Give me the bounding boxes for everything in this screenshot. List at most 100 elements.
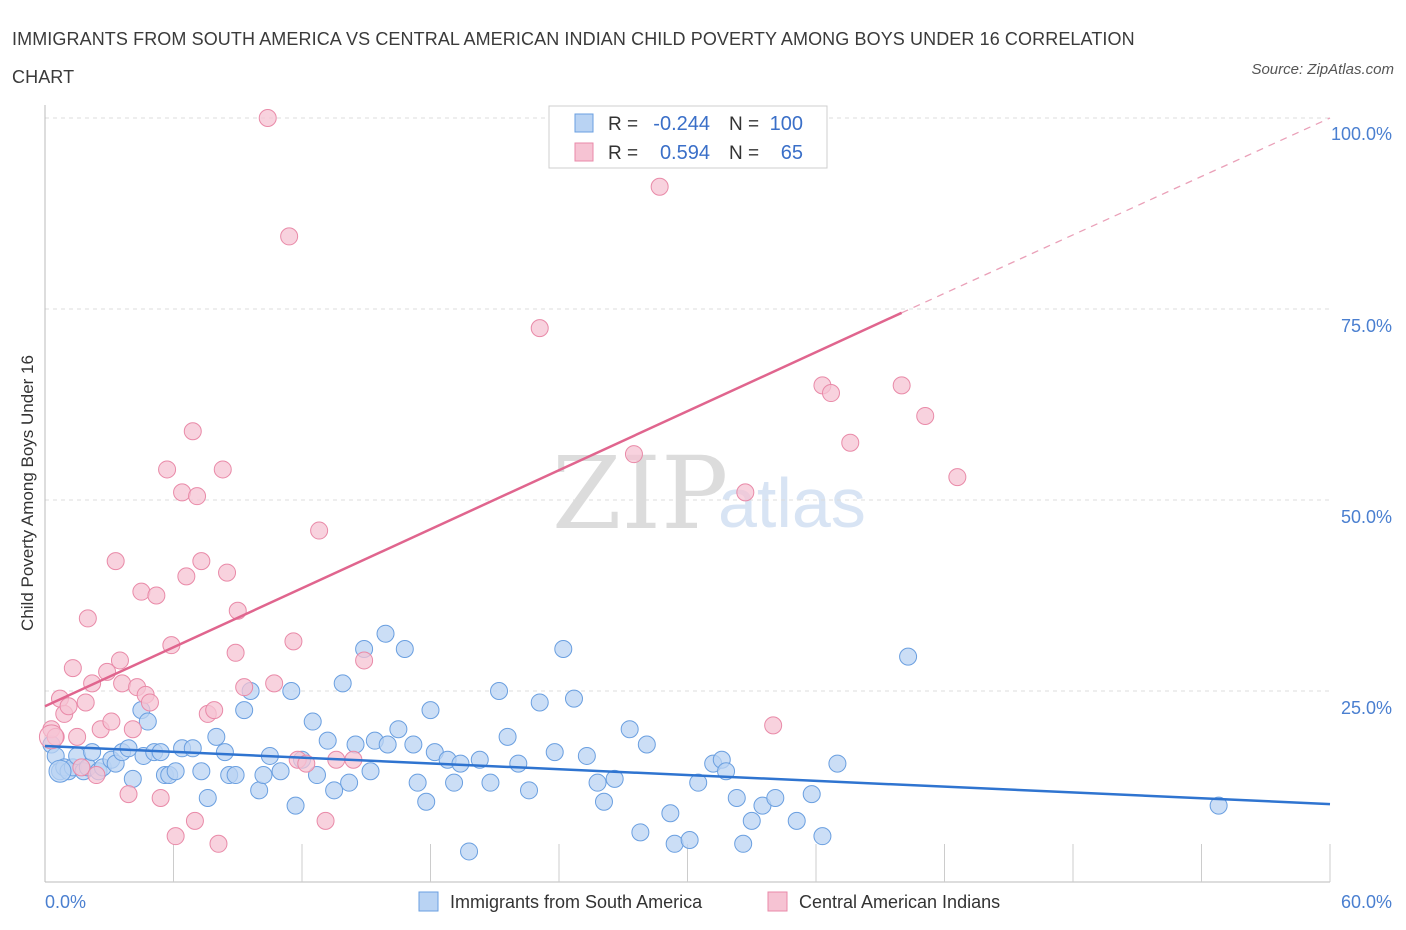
series-legend: Immigrants from South America Central Am… [418, 891, 1000, 912]
point-south-america-74 [564, 689, 583, 708]
point-south-america-57 [408, 773, 427, 792]
point-central-american-indians-43 [258, 109, 277, 127]
point-central-american-indians-16 [110, 651, 129, 670]
point-central-american-indians-19 [123, 720, 142, 739]
trend-line-central-american-indians [44, 311, 903, 708]
point-central-american-indians-9 [78, 609, 97, 628]
point-central-american-indians-18 [119, 785, 138, 804]
point-south-america-52 [376, 624, 395, 643]
legend-swatch-south-america [574, 113, 594, 133]
point-central-american-indians-39 [218, 563, 237, 582]
bottom-legend-swatch-central-american-indians [767, 891, 788, 912]
point-south-america-90 [734, 834, 753, 853]
point-south-america-44 [318, 731, 337, 750]
point-south-america-45 [325, 781, 344, 800]
point-central-american-indians-29 [173, 483, 192, 502]
point-central-american-indians-11 [87, 766, 106, 785]
point-central-american-indians-53 [355, 651, 374, 670]
point-central-american-indians-6 [68, 727, 87, 746]
point-south-america-97 [828, 754, 847, 773]
point-south-america-43 [307, 766, 326, 785]
point-central-american-indians-40 [226, 643, 245, 662]
point-central-american-indians-63 [916, 406, 935, 425]
point-south-america-67 [490, 682, 509, 700]
legend-r-label-1: R = [608, 114, 638, 135]
point-south-america-69 [509, 754, 528, 773]
point-south-america-68 [498, 727, 517, 746]
point-central-american-indians-36 [205, 701, 224, 720]
bottom-legend-swatch-south-america [418, 891, 439, 912]
point-central-american-indians-48 [297, 754, 316, 773]
point-south-america-96 [813, 827, 832, 846]
point-central-american-indians-28 [166, 827, 185, 846]
point-south-america-16 [123, 769, 142, 788]
point-south-america-71 [530, 693, 549, 712]
y-tick-label-75: 75.0% [1341, 316, 1392, 336]
point-south-america-85 [689, 773, 708, 792]
point-south-america-32 [226, 766, 245, 785]
trend-line-south-america [44, 744, 1331, 806]
point-south-america-19 [138, 712, 157, 731]
point-south-america-64 [460, 842, 479, 861]
point-central-american-indians-37 [209, 834, 228, 853]
point-central-american-indians-60 [821, 384, 840, 403]
point-central-american-indians-7 [72, 758, 91, 777]
point-central-american-indians-45 [280, 227, 299, 246]
point-south-america-36 [254, 766, 273, 785]
point-south-america-80 [631, 823, 650, 842]
point-central-american-indians-17 [113, 674, 132, 693]
point-central-american-indians-26 [158, 460, 177, 479]
point-central-american-indians-25 [151, 788, 170, 807]
x-tick-marks [173, 844, 1331, 882]
point-south-america-77 [594, 792, 613, 811]
legend-n-value-1: 100 [770, 113, 803, 135]
point-south-america-48 [346, 735, 365, 754]
point-south-america-26 [183, 739, 202, 758]
point-south-america-9 [83, 743, 102, 762]
series-central-american-indian-points [38, 109, 967, 853]
point-central-american-indians-24 [147, 586, 166, 605]
bottom-legend-label-central-american-indians: Central American Indians [799, 892, 1000, 912]
point-central-american-indians-4 [59, 697, 78, 716]
point-central-american-indians-31 [183, 422, 202, 441]
point-south-america-55 [395, 639, 414, 658]
point-central-american-indians-56 [650, 177, 669, 196]
correlation-legend: R = -0.244 N = 100 R = 0.594 N = 65 [548, 105, 828, 169]
y-axis-label: Child Poverty Among Boys Under 16 [18, 355, 37, 631]
point-central-american-indians-15 [106, 552, 125, 571]
point-central-american-indians-61 [841, 433, 860, 452]
point-central-american-indians-46 [284, 632, 303, 651]
series-south-america-points [42, 624, 1228, 861]
point-central-american-indians-57 [736, 483, 755, 502]
point-south-america-66 [481, 773, 500, 792]
point-south-america-93 [766, 788, 785, 807]
point-south-america-98 [899, 647, 918, 666]
point-central-american-indians-54 [530, 319, 549, 338]
chart-title: IMMIGRANTS FROM SOUTH AMERICA VS CENTRAL… [12, 29, 1135, 87]
legend-swatch-central-american-indians [574, 142, 594, 162]
point-south-america-78 [605, 769, 624, 788]
bottom-legend-label-south-america: Immigrants from South America [450, 892, 703, 912]
point-central-american-indians-49 [310, 521, 329, 540]
point-central-american-indians-38 [213, 460, 232, 479]
point-south-america-84 [680, 830, 699, 849]
point-south-america-54 [389, 720, 408, 739]
point-central-american-indians-21 [132, 582, 151, 601]
y-tick-label-50: 50.0% [1341, 507, 1392, 527]
point-south-america-29 [207, 727, 226, 746]
point-south-america-91 [742, 811, 761, 830]
point-south-america-89 [727, 788, 746, 807]
point-central-american-indians-50 [316, 811, 335, 830]
point-south-america-38 [271, 762, 290, 781]
point-central-american-indians-42 [235, 678, 254, 697]
point-central-american-indians-5 [63, 659, 82, 678]
trend-line-central-american-indians-extension [901, 117, 1331, 314]
point-central-american-indians-55 [624, 445, 643, 464]
point-south-america-50 [361, 762, 380, 781]
point-south-america-24 [166, 762, 185, 781]
watermark-atlas: atlas [718, 464, 866, 542]
legend-n-label-1: N = [729, 114, 759, 135]
point-south-america-42 [303, 712, 322, 731]
point-central-american-indians-64 [948, 468, 967, 487]
point-south-america-65 [470, 750, 489, 769]
